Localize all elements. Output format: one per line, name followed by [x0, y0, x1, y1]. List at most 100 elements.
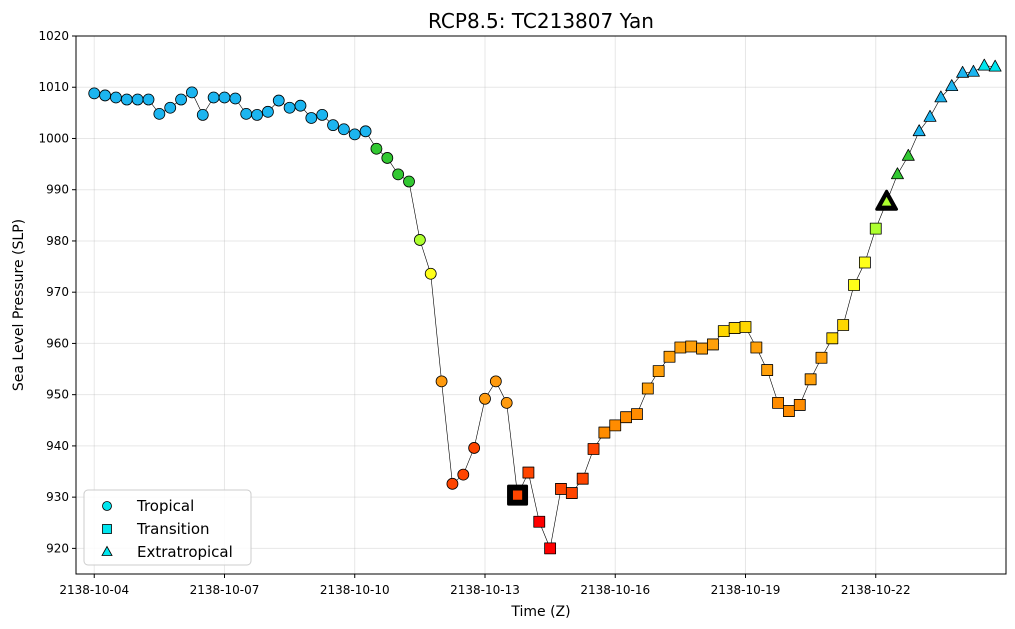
data-point-transition [837, 319, 850, 331]
data-point-transition [804, 373, 817, 386]
data-point-transition [674, 341, 687, 354]
y-axis-label: Sea Level Pressure (SLP) [11, 219, 27, 391]
data-point-extratropical [891, 167, 904, 180]
data-point-transition [783, 405, 795, 417]
x-tick-label: 2138-10-07 [190, 583, 260, 597]
data-point-extratropical [934, 90, 948, 103]
data-point-tropical [196, 109, 209, 121]
data-point-extratropical [977, 58, 991, 71]
data-point-transition [717, 325, 730, 338]
legend-label-transition: Transition [136, 520, 210, 538]
y-tick-label: 950 [46, 388, 69, 402]
data-point-tropical [186, 86, 198, 99]
legend-marker-extratropical [101, 545, 113, 556]
data-point-tropical [131, 93, 144, 106]
legend-marker-tropical [102, 501, 112, 511]
data-point-transition [641, 382, 654, 395]
data-point-tropical [272, 94, 285, 107]
y-tick-label: 980 [46, 234, 69, 248]
y-tick-label: 940 [46, 439, 69, 453]
x-axis-label: Time (Z) [510, 604, 570, 620]
legend-label-extratropical: Extratropical [137, 543, 233, 561]
data-point-transition [598, 426, 611, 439]
y-tick-label: 970 [46, 285, 69, 299]
data-point-tropical [359, 125, 372, 138]
data-point-extratropical [880, 195, 893, 207]
markers [88, 58, 1002, 555]
x-tick-label: 2138-10-16 [580, 583, 650, 597]
data-point-transition [512, 489, 523, 501]
data-point-tropical [120, 93, 133, 106]
data-point-transition [707, 338, 719, 351]
data-point-transition [565, 487, 578, 499]
legend-box [83, 489, 252, 566]
data-point-extratropical [988, 59, 1002, 72]
data-point-tropical [142, 93, 155, 106]
plot-frame [75, 35, 1007, 575]
x-axis-ticks: 2138-10-04 2138-10-07 2138-10-10 2138-10-13… [59, 574, 911, 597]
data-point-tropical [424, 267, 437, 280]
data-point-tropical [240, 107, 253, 120]
data-point-tropical [283, 101, 296, 114]
y-tick-label: 920 [46, 541, 69, 555]
data-point-extratropical [923, 109, 937, 122]
data-point-transition [761, 364, 774, 376]
y-tick-label: 1000 [38, 131, 69, 145]
data-point-transition [739, 321, 752, 333]
data-point-transition [652, 365, 665, 377]
data-point-transition [696, 342, 708, 355]
data-point-transition [522, 466, 535, 479]
data-point-tropical [110, 91, 122, 104]
data-point-transition [620, 411, 632, 424]
data-point-transition [544, 542, 557, 555]
data-point-extratropical [956, 65, 970, 78]
data-point-transition [533, 515, 546, 528]
x-tick-label: 2138-10-22 [841, 583, 911, 597]
data-point-tropical [337, 123, 350, 136]
y-tick-label: 1020 [38, 29, 69, 43]
legend: Tropical Transition Extratropical [83, 489, 252, 566]
data-point-extratropical [945, 79, 959, 92]
data-point-transition [826, 332, 839, 345]
y-axis-ticks: 920 930 940 950 960 970 980 990 1000 1010 1020 [38, 29, 76, 555]
data-point-tropical [468, 442, 481, 454]
data-point-tropical [218, 91, 231, 104]
y-tick-label: 930 [46, 490, 69, 504]
x-tick-label: 2138-10-10 [320, 583, 390, 597]
data-point-transition [587, 443, 600, 455]
data-point-transition [631, 408, 643, 421]
y-tick-label: 1010 [38, 80, 69, 94]
data-point-extratropical [966, 64, 980, 77]
data-point-tropical [457, 468, 470, 481]
data-point-transition [555, 483, 567, 495]
x-tick-label: 2138-10-13 [450, 583, 520, 597]
data-point-tropical [99, 89, 111, 102]
x-tick-label: 2138-10-19 [711, 583, 781, 597]
data-point-transition [772, 396, 784, 409]
data-point-transition [609, 419, 622, 432]
data-point-extratropical [901, 148, 915, 161]
data-point-tropical [381, 152, 394, 164]
y-tick-label: 960 [46, 336, 69, 350]
data-point-extratropical [912, 124, 926, 137]
data-point-transition [685, 340, 698, 353]
data-point-tropical [175, 93, 187, 106]
data-point-tropical [294, 99, 307, 112]
data-point-tropical [316, 109, 329, 121]
data-point-tropical [500, 396, 513, 409]
data-point-transition [858, 256, 871, 269]
data-point-tropical [88, 87, 101, 100]
data-point-tropical [446, 477, 459, 490]
x-tick-label: 2138-10-04 [59, 583, 129, 597]
legend-marker-transition [102, 524, 112, 534]
data-point-tropical [207, 91, 220, 104]
legend-label-tropical: Tropical [136, 497, 194, 515]
data-point-tropical [413, 234, 426, 246]
data-point-transition [815, 351, 828, 364]
data-point-transition [750, 341, 763, 354]
data-point-tropical [305, 112, 318, 124]
data-point-tropical [229, 92, 242, 105]
data-point-tropical [435, 375, 448, 388]
data-point-tropical [327, 119, 339, 132]
